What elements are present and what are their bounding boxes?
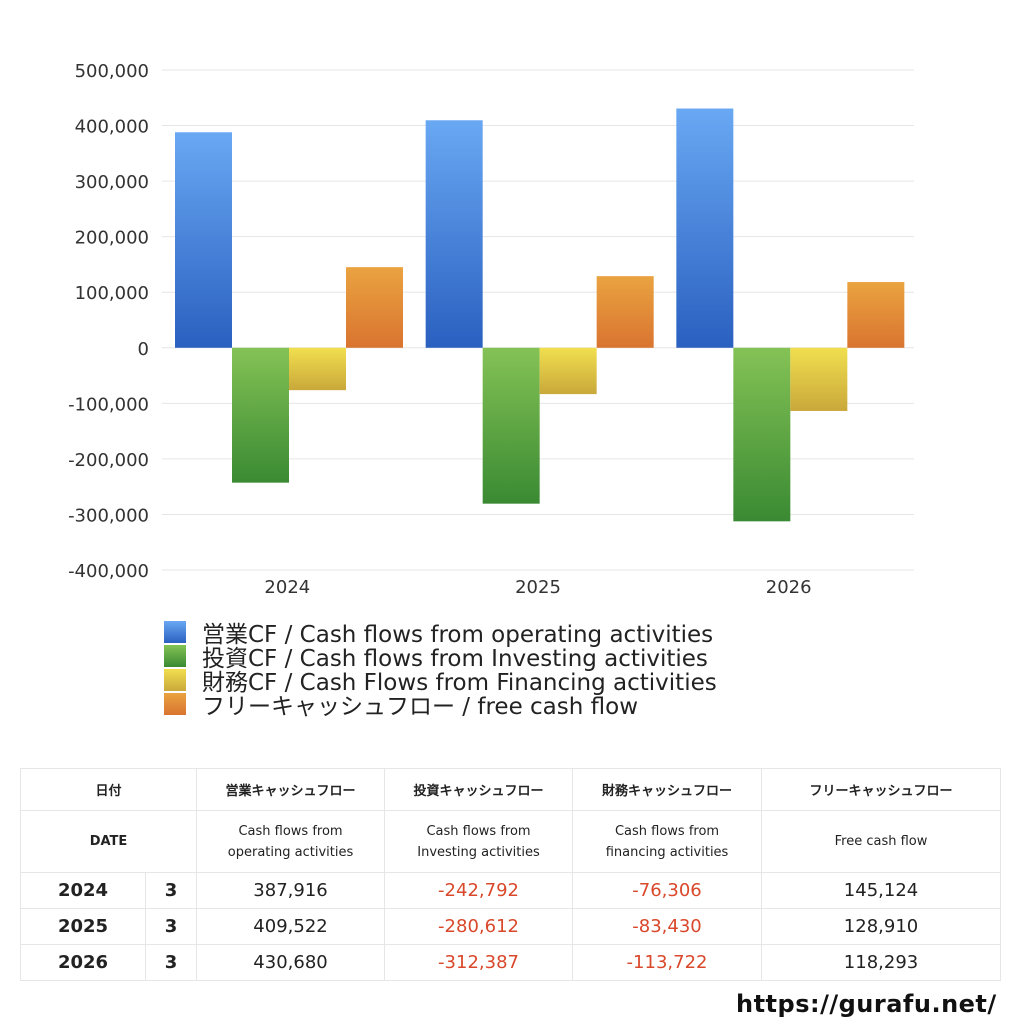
row-month: 3 xyxy=(144,872,198,909)
header-investing-en-line2: Investing activities xyxy=(417,844,540,860)
table-row: 2025 3 409,522 -280,612 -83,430 128,910 xyxy=(20,908,1002,945)
site-url-link[interactable]: https://gurafu.net/ xyxy=(736,990,997,1018)
y-tick-label: 500,000 xyxy=(75,61,149,82)
table-header-en: DATE Cash flows from operating activities… xyxy=(19,810,1002,873)
bar-investing-2025[interactable] xyxy=(482,347,540,504)
legend-item-investing[interactable]: 投資CF / Cash flows from Investing activit… xyxy=(164,644,717,672)
legend-label-investing: 投資CF / Cash flows from Investing activit… xyxy=(202,646,708,672)
row-month: 3 xyxy=(144,908,198,945)
header-investing-en: Cash flows from Investing activities xyxy=(384,810,574,873)
header-free-en: Free cash flow xyxy=(761,810,1002,873)
x-axis-ticks: 2024 2025 2026 xyxy=(264,577,811,598)
y-tick-label: 0 xyxy=(138,339,149,360)
header-financing-jp: 財務キャッシュフロー xyxy=(572,768,763,811)
header-financing-en-line2: financing activities xyxy=(605,844,729,860)
header-financing-en: Cash flows from financing activities xyxy=(572,810,763,873)
cell-free: 128,910 xyxy=(761,908,1002,945)
legend-swatch-financing xyxy=(164,669,186,691)
cell-free: 118,293 xyxy=(761,944,1002,981)
y-tick-label: -300,000 xyxy=(68,505,149,526)
legend-label-operating: 営業CF / Cash flows from operating activit… xyxy=(202,622,714,648)
header-operating-en: Cash flows from operating activities xyxy=(196,810,386,873)
legend: 営業CF / Cash flows from operating activit… xyxy=(164,620,717,720)
header-financing-en-line1: Cash flows from xyxy=(614,823,720,839)
x-tick-label: 2025 xyxy=(515,577,561,598)
header-date-en: DATE xyxy=(19,810,198,873)
bar-free-cash-flow-2024[interactable] xyxy=(346,267,403,348)
header-investing-en-line1: Cash flows from xyxy=(426,823,531,839)
table-header-jp: 日付 営業キャッシュフロー 投資キャッシュフロー 財務キャッシュフロー フリーキ… xyxy=(19,768,1002,811)
header-operating-jp: 営業キャッシュフロー xyxy=(196,768,386,811)
x-tick-label: 2024 xyxy=(264,577,310,598)
bar-free-cash-flow-2025[interactable] xyxy=(596,276,654,348)
legend-item-financing[interactable]: 財務CF / Cash Flows from Financing activit… xyxy=(164,668,717,696)
cell-investing: -242,792 xyxy=(384,872,574,909)
cell-operating: 387,916 xyxy=(196,872,386,909)
table-row: 2024 3 387,916 -242,792 -76,306 145,124 xyxy=(20,872,1002,909)
bars xyxy=(175,108,905,522)
bar-financing-2026[interactable] xyxy=(790,347,848,411)
legend-item-operating[interactable]: 営業CF / Cash flows from operating activit… xyxy=(164,620,717,648)
cell-free: 145,124 xyxy=(761,872,1002,909)
cell-financing: -113,722 xyxy=(572,944,763,981)
cash-flow-bar-chart: 500,000 400,000 300,000 200,000 100,000 0 -100… xyxy=(68,61,914,598)
header-operating-en-line1: Cash flows from xyxy=(238,823,343,839)
legend-swatch-free-cash-flow xyxy=(164,693,186,715)
cell-operating: 430,680 xyxy=(196,944,386,981)
y-tick-label: 300,000 xyxy=(75,172,149,193)
y-tick-label: 400,000 xyxy=(75,117,149,138)
y-axis-ticks: 500,000 400,000 300,000 200,000 100,000 0 -100… xyxy=(68,61,149,582)
y-tick-label: -200,000 xyxy=(68,450,149,471)
y-tick-label: 100,000 xyxy=(75,283,149,304)
legend-swatch-investing xyxy=(164,645,186,667)
row-year: 2026 xyxy=(20,944,146,981)
bar-free-cash-flow-2026[interactable] xyxy=(847,282,905,348)
bar-operating-2026[interactable] xyxy=(676,108,734,348)
header-date-jp: 日付 xyxy=(19,768,198,811)
bar-financing-2025[interactable] xyxy=(539,347,597,395)
y-tick-label: -400,000 xyxy=(68,561,149,582)
bar-operating-2024[interactable] xyxy=(175,132,232,348)
bar-investing-2024[interactable] xyxy=(232,347,289,483)
cell-financing: -76,306 xyxy=(572,872,763,909)
row-year: 2025 xyxy=(20,908,146,945)
bar-operating-2025[interactable] xyxy=(425,120,483,348)
cell-operating: 409,522 xyxy=(196,908,386,945)
legend-swatch-operating xyxy=(164,621,186,643)
y-tick-label: -100,000 xyxy=(68,394,149,415)
x-tick-label: 2026 xyxy=(766,577,812,598)
y-tick-label: 200,000 xyxy=(75,228,149,249)
cell-investing: -312,387 xyxy=(384,944,574,981)
header-operating-en-line2: operating activities xyxy=(227,844,354,860)
legend-item-free-cash-flow[interactable]: フリーキャッシュフロー / free cash flow xyxy=(164,692,717,720)
legend-label-financing: 財務CF / Cash Flows from Financing activit… xyxy=(202,670,717,696)
row-month: 3 xyxy=(144,944,198,981)
cash-flow-table: 日付 営業キャッシュフロー 投資キャッシュフロー 財務キャッシュフロー フリーキ… xyxy=(19,768,1002,981)
bar-financing-2024[interactable] xyxy=(289,347,346,391)
header-free-jp: フリーキャッシュフロー xyxy=(761,768,1002,811)
header-investing-jp: 投資キャッシュフロー xyxy=(384,768,574,811)
row-year: 2024 xyxy=(20,872,146,909)
cell-financing: -83,430 xyxy=(572,908,763,945)
table-row: 2026 3 430,680 -312,387 -113,722 118,293 xyxy=(20,944,1002,981)
legend-label-free-cash-flow: フリーキャッシュフロー / free cash flow xyxy=(202,694,639,720)
bar-investing-2026[interactable] xyxy=(733,347,791,522)
cell-investing: -280,612 xyxy=(384,908,574,945)
